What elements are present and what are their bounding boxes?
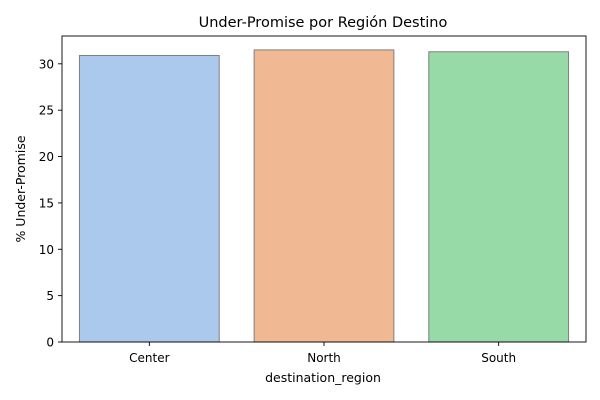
y-tick-label: 30 (39, 57, 54, 71)
y-tick-label: 15 (39, 196, 54, 210)
y-tick-label: 20 (39, 150, 54, 164)
bars-group (78, 49, 570, 343)
y-tick-label: 10 (39, 243, 54, 257)
y-tick-label: 0 (46, 336, 54, 350)
x-axis-label: destination_region (265, 370, 381, 385)
y-tick-label: 5 (46, 289, 54, 303)
y-tick-label: 25 (39, 104, 54, 118)
bar-center (78, 54, 220, 343)
x-tick-label: North (307, 351, 341, 365)
x-tick-label: Center (129, 351, 169, 365)
x-axis: Center North South (129, 342, 516, 365)
y-axis: 0 5 10 15 20 25 30 (39, 57, 62, 350)
x-tick-label: South (481, 351, 516, 365)
bar-north (253, 49, 395, 343)
plot-frame (61, 35, 587, 343)
bar-south (428, 51, 570, 343)
y-axis-label: % Under-Promise (13, 135, 28, 242)
chart-title: Under-Promise por Región Destino (199, 15, 448, 31)
